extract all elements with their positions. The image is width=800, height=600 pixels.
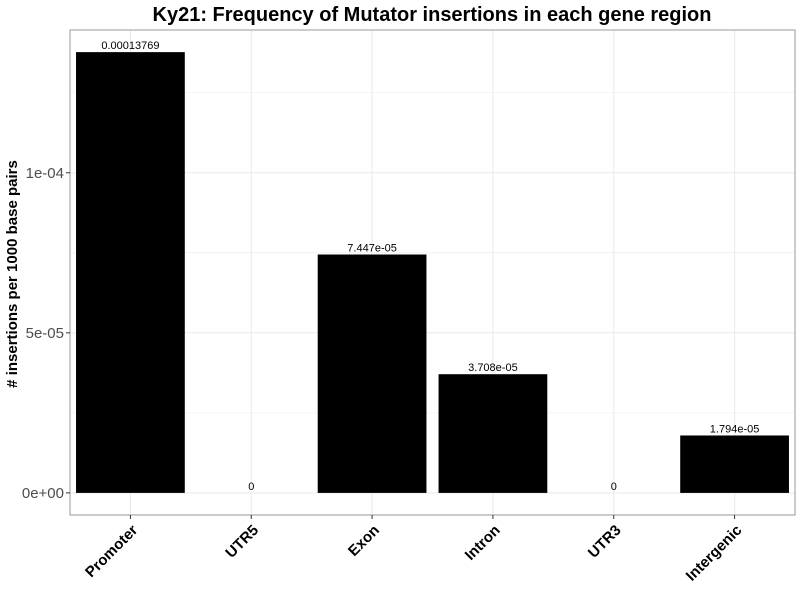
chart-title: Ky21: Frequency of Mutator insertions in… xyxy=(153,4,712,26)
panel-border xyxy=(69,29,796,516)
data-label: 7.447e-05 xyxy=(347,243,397,255)
y-axis-label: # insertions per 1000 base pairs xyxy=(4,160,21,388)
y-tick-label: 0e+00 xyxy=(22,485,64,502)
data-label: 0 xyxy=(248,481,254,493)
x-tick-label: UTR3 xyxy=(585,522,625,562)
bar-intergenic xyxy=(680,435,789,493)
y-tick-label: 1e-04 xyxy=(26,165,64,182)
data-label: 0 xyxy=(611,481,617,493)
x-tick-label: UTR5 xyxy=(222,522,262,562)
y-tick-label: 5e-05 xyxy=(26,325,64,342)
x-tick-label: Intron xyxy=(462,522,504,564)
x-tick-label: Intergenic xyxy=(683,522,746,585)
x-tick-label: Promoter xyxy=(82,522,141,581)
bars xyxy=(76,52,789,493)
data-label: 1.794e-05 xyxy=(710,423,760,435)
bar-promoter xyxy=(76,52,185,493)
data-label: 0.00013769 xyxy=(101,40,159,52)
data-labels: 0.00013769 0 7.447e-05 3.708e-05 0 1.794e-05 xyxy=(101,40,759,493)
x-tick-label: Exon xyxy=(345,522,383,560)
x-axis: Promoter UTR5 Exon Intron UTR3 Intergenic xyxy=(82,515,745,585)
bar-intron xyxy=(438,374,548,493)
y-axis: 0e+00 5e-05 1e-04 xyxy=(22,165,70,502)
data-label: 3.708e-05 xyxy=(468,362,518,374)
bar-exon xyxy=(317,254,427,493)
